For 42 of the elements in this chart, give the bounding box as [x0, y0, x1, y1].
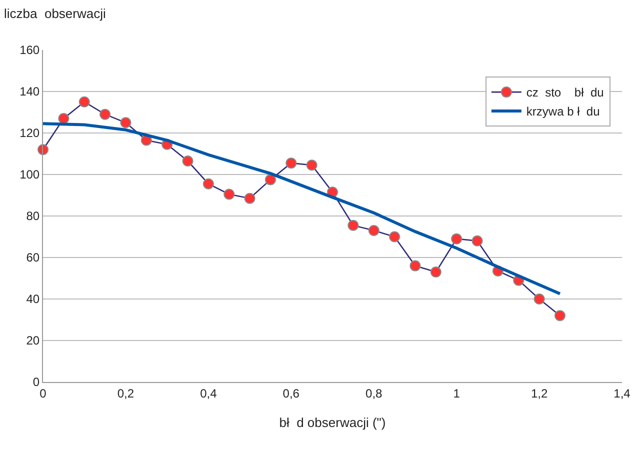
x-tick-label: 0,6 — [282, 386, 300, 400]
point — [100, 108, 111, 120]
point — [389, 231, 400, 242]
point — [78, 96, 90, 108]
x-tick-label: 0,2 — [117, 386, 134, 400]
legend-label: krzywa b ł du — [526, 104, 600, 119]
point — [286, 158, 297, 169]
y-tick-label: 40 — [26, 292, 40, 306]
x-tick-label: 0,4 — [200, 386, 218, 400]
point — [38, 144, 48, 156]
y-tick-label: 120 — [20, 126, 40, 140]
y-tick-label: 20 — [26, 334, 40, 348]
point — [554, 310, 566, 322]
point — [58, 112, 70, 124]
point — [348, 220, 359, 231]
point — [306, 160, 318, 171]
point — [182, 156, 194, 167]
point — [451, 233, 462, 244]
x-tick-label: 0,8 — [366, 386, 383, 400]
point — [430, 266, 442, 278]
x-tick-label: 1,2 — [530, 386, 548, 400]
y-tick-label: 0 — [32, 375, 40, 390]
point — [472, 235, 483, 246]
point — [264, 174, 276, 186]
y-tick-label: 60 — [26, 250, 40, 265]
point — [368, 225, 380, 236]
y-axis-title: liczba obserwacji — [4, 6, 106, 21]
point — [120, 117, 132, 128]
point — [534, 294, 545, 304]
y-tick-label: 140 — [20, 84, 40, 99]
y-tick-label: 100 — [20, 168, 40, 182]
point — [224, 188, 235, 200]
legend-label: cz sto bł du — [526, 86, 604, 100]
x-axis-title: bł d obserwacji (") — [279, 415, 386, 430]
line-series — [43, 122, 562, 296]
y-tick-label: 80 — [26, 209, 40, 224]
y-tick-label: 160 — [20, 43, 40, 58]
x-tick-label: 1,4 — [614, 386, 631, 400]
x-tick-label: 1 — [453, 386, 460, 400]
point — [202, 178, 214, 190]
point — [244, 192, 256, 204]
point — [410, 260, 421, 272]
